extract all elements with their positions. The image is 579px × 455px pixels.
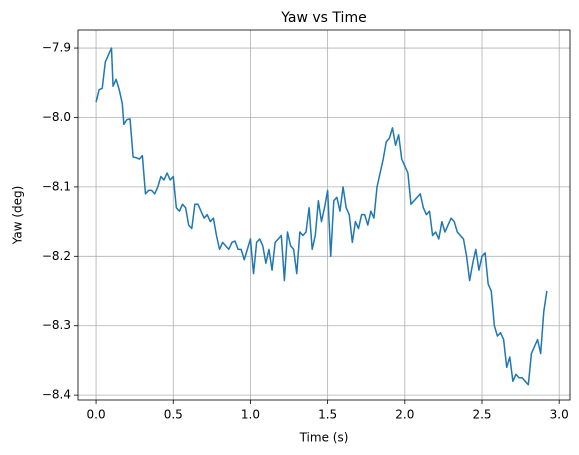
y-tick-label: −8.1 xyxy=(42,179,71,193)
y-tick-label: −8.0 xyxy=(42,110,71,124)
y-tick-label: −7.9 xyxy=(42,41,71,55)
x-tick-label: 0.0 xyxy=(87,408,106,422)
x-tick-label: 3.0 xyxy=(550,408,569,422)
y-tick-label: −8.2 xyxy=(42,249,71,263)
x-tick-label: 2.5 xyxy=(472,408,491,422)
data-line xyxy=(95,47,548,386)
y-axis-label: Yaw (deg) xyxy=(11,186,25,246)
x-tick-label: 0.5 xyxy=(164,408,183,422)
x-tick-label: 1.0 xyxy=(241,408,260,422)
x-tick-label: 2.0 xyxy=(395,408,414,422)
x-axis-label: Time (s) xyxy=(299,431,349,445)
x-tick-label: 1.5 xyxy=(318,408,337,422)
y-tick-label: −8.3 xyxy=(42,318,71,332)
y-tick-label: −8.4 xyxy=(42,388,71,402)
plot-frame xyxy=(77,29,571,401)
chart-title: Yaw vs Time xyxy=(280,10,366,26)
